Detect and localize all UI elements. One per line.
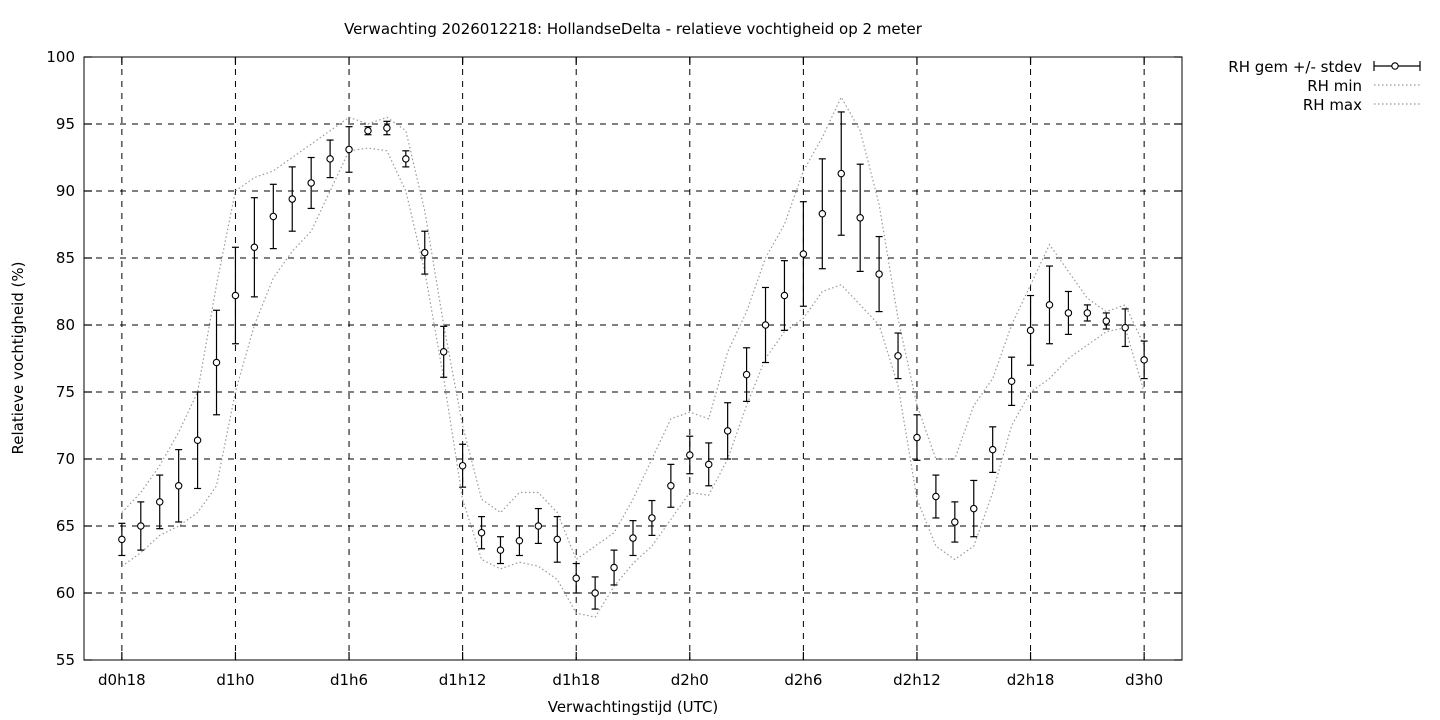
mean-point [1045, 301, 1054, 309]
y-axis-label: Relatieve vochtigheid (%) [9, 261, 27, 454]
mean-point [174, 482, 183, 490]
legend: RH gem +/- stdev RH min RH max [1228, 58, 1421, 114]
mean-point [742, 370, 751, 379]
mean-point [212, 358, 221, 367]
mean-point [458, 461, 467, 470]
legend-label-min: RH min [1307, 77, 1362, 95]
rh-min-line [121, 147, 1145, 618]
y-tick-label: 75 [56, 383, 75, 401]
x-tick-label: d2h6 [784, 671, 822, 689]
mean-point [383, 124, 391, 132]
x-tick-label: d3h0 [1125, 671, 1163, 689]
x-tick-label: d2h18 [1007, 671, 1055, 689]
x-tick-label: d1h12 [439, 671, 487, 689]
mean-point [591, 589, 599, 597]
mean-point [515, 536, 524, 545]
mean-point [988, 445, 997, 454]
plot-frame [83, 56, 1183, 661]
mean-point [269, 212, 278, 221]
mean-point [496, 546, 505, 554]
y-tick-label: 65 [56, 517, 75, 535]
mean-point [1140, 356, 1148, 364]
legend-swatch-mean [1373, 61, 1421, 71]
mean-point [326, 155, 334, 163]
mean-point [118, 535, 126, 544]
mean-point [1083, 309, 1092, 317]
mean-point [1121, 323, 1129, 332]
x-axis-ticks: d0h18 d1h0 d1h6 d1h12 d1h18 d2h0 d2h6 d2h12 d2h1… [98, 57, 1163, 689]
mean-point [1026, 326, 1035, 335]
legend-label-mean: RH gem +/- stdev [1228, 58, 1362, 76]
mean-point [193, 436, 202, 444]
rh-max-line [121, 95, 1145, 561]
mean-point [856, 214, 864, 222]
mean-point [799, 250, 808, 258]
legend-label-max: RH max [1303, 96, 1362, 114]
mean-point [345, 145, 353, 154]
mean-point [1064, 309, 1073, 317]
mean-point [970, 504, 978, 513]
grid [84, 57, 1182, 660]
x-tick-label: d1h0 [216, 671, 254, 689]
mean-point [421, 248, 429, 257]
mean-point [761, 321, 770, 329]
min-max-bands [121, 95, 1145, 618]
mean-point [875, 270, 883, 278]
y-axis-ticks: 55 60 65 70 75 80 85 90 95 100 [46, 48, 1182, 669]
mean-point [894, 352, 902, 360]
y-tick-label: 100 [46, 48, 75, 66]
y-tick-label: 80 [56, 316, 75, 334]
chart-title: Verwachting 2026012218: HollandseDelta -… [344, 20, 923, 38]
mean-point [837, 169, 845, 178]
mean-point [818, 210, 827, 218]
mean-point [913, 433, 921, 442]
y-tick-label: 95 [56, 115, 75, 133]
mean-point [686, 451, 694, 459]
mean-point [439, 348, 448, 356]
x-tick-label: d1h18 [552, 671, 600, 689]
mean-point [137, 522, 145, 530]
y-tick-label: 60 [56, 584, 75, 602]
mean-point [951, 518, 959, 526]
x-tick-label: d2h12 [893, 671, 941, 689]
mean-point [667, 482, 675, 490]
mean-point [402, 155, 410, 163]
mean-point [648, 514, 656, 522]
y-tick-label: 55 [56, 651, 75, 669]
y-tick-label: 70 [56, 450, 75, 468]
mean-point [572, 574, 580, 583]
mean-point [629, 534, 637, 542]
mean-point [553, 535, 562, 544]
x-axis-label: Verwachtingstijd (UTC) [548, 698, 719, 716]
mean-point [704, 460, 713, 469]
mean-point [155, 498, 164, 506]
x-tick-label: d1h6 [330, 671, 368, 689]
mean-point [1102, 317, 1111, 325]
mean-point [534, 522, 543, 530]
mean-point [477, 528, 486, 537]
mean-point [288, 195, 296, 203]
mean-point [723, 427, 732, 435]
y-tick-label: 85 [56, 249, 75, 267]
mean-point [364, 126, 372, 135]
mean-point [250, 243, 259, 252]
mean-point [780, 291, 789, 300]
x-tick-label: d0h18 [98, 671, 146, 689]
mean-point [610, 563, 618, 572]
mean-point [307, 179, 315, 187]
x-tick-label: d2h0 [671, 671, 709, 689]
mean-points [118, 124, 1148, 597]
mean-point [932, 492, 940, 501]
mean-point [1007, 377, 1016, 386]
y-tick-label: 90 [56, 182, 75, 200]
mean-point [231, 291, 240, 300]
